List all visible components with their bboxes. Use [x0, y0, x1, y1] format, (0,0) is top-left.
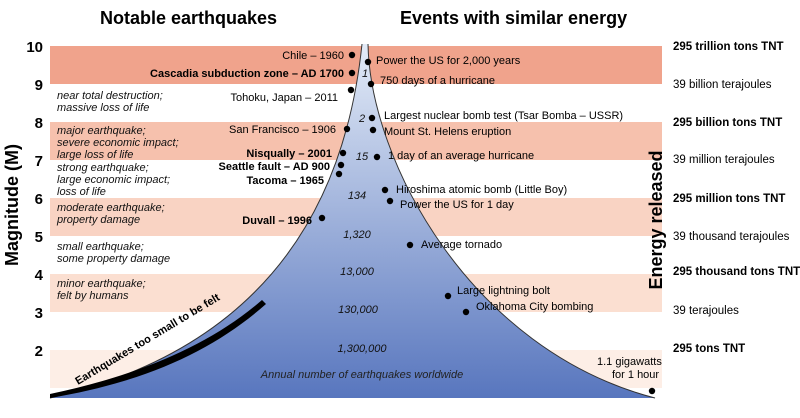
severity-description-line: loss of life — [57, 186, 106, 198]
energy-axis-label: Energy released — [646, 150, 666, 289]
magnitude-ticks: 2 3 4 5 6 7 8 9 10 — [26, 39, 43, 360]
severity-description-line: felt by humans — [57, 290, 129, 302]
earthquake-label: Tohoku, Japan – 2011 — [231, 92, 338, 104]
energy-scale-label: 295 thousand tons TNT — [673, 266, 800, 278]
notable-earthquakes: Chile – 1960 Cascadia subduction zone – A… — [150, 50, 356, 227]
magnitude-tick: 6 — [35, 191, 43, 208]
annual-count: 15 — [356, 151, 369, 163]
energy-event-label: 1.1 gigawatts for 1 hour — [597, 356, 662, 381]
magnitude-tick: 7 — [35, 153, 43, 170]
annual-count: 1,300,000 — [338, 343, 388, 355]
energy-event-label: Mount St. Helens eruption — [384, 126, 511, 138]
energy-event-label: 750 days of a hurricane — [380, 75, 495, 87]
earthquake-dot — [318, 214, 326, 222]
magnitude-tick: 3 — [35, 305, 43, 322]
severity-description-line: moderate earthquake; — [57, 202, 165, 214]
energy-event-dot — [406, 241, 414, 249]
earthquake-dot — [337, 161, 345, 169]
energy-event-label: Largest nuclear bomb test (Tsar Bomba – … — [384, 110, 623, 122]
severity-description-line: strong earthquake; — [57, 162, 149, 174]
energy-event-dot — [367, 80, 375, 88]
severity-description-line: large economic impact; — [57, 174, 170, 186]
energy-event-dot — [364, 58, 372, 66]
energy-event-dot — [386, 197, 394, 205]
right-header: Events with similar energy — [400, 8, 627, 28]
annual-count-caption: Annual number of earthquakes worldwide — [260, 369, 463, 381]
energy-scale-label: 295 tons TNT — [673, 343, 745, 355]
severity-description-line: massive loss of life — [57, 102, 149, 114]
energy-event-dot — [381, 186, 389, 194]
annual-count: 13,000 — [340, 266, 375, 278]
earthquake-label: Tacoma – 1965 — [247, 175, 324, 187]
energy-scale-label: 295 trillion tons TNT — [673, 41, 784, 53]
earthquake-dot — [348, 69, 356, 77]
energy-event-label: Oklahoma City bombing — [476, 301, 593, 313]
earthquake-label: Cascadia subduction zone – AD 1700 — [150, 68, 344, 80]
energy-event-label: Power the US for 1 day — [400, 199, 514, 211]
magnitude-tick: 8 — [35, 115, 43, 132]
earthquake-dot — [339, 149, 347, 157]
annual-count: 1 — [362, 68, 368, 80]
severity-description-line: property damage — [56, 214, 140, 226]
annual-counts: 1 2 15 134 1,320 13,000 130,000 1,300,000 — [338, 68, 388, 355]
energy-scale-label: 295 billion tons TNT — [673, 117, 782, 129]
energy-event-label: Average tornado — [421, 239, 502, 251]
energy-event-dot — [373, 153, 381, 161]
earthquake-label: Chile – 1960 — [282, 50, 344, 62]
energy-event-dot — [648, 387, 656, 395]
energy-scale-label: 39 thousand terajoules — [673, 231, 790, 243]
earthquake-dot — [335, 170, 343, 178]
earthquake-label: San Francisco – 1906 — [229, 124, 336, 136]
severity-description-line: some property damage — [57, 253, 170, 265]
energy-event-dot — [444, 292, 452, 300]
left-header: Notable earthquakes — [100, 8, 277, 28]
magnitude-tick: 4 — [35, 267, 44, 284]
energy-event-label: 1 day of an average hurricane — [388, 150, 534, 162]
earthquake-label: Duvall – 1996 — [242, 215, 312, 227]
annual-count: 134 — [348, 190, 366, 202]
energy-scale-label: 295 million tons TNT — [673, 193, 785, 205]
energy-labels: 295 trillion tons TNT 39 billion terajoul… — [673, 41, 800, 355]
earthquake-dot — [347, 86, 355, 94]
energy-event-dot — [368, 114, 376, 122]
funnel-left-edge — [49, 43, 363, 399]
severity-description-line: minor earthquake; — [57, 278, 146, 290]
severity-description-line: small earthquake; — [57, 241, 144, 253]
magnitude-tick: 10 — [26, 39, 43, 56]
earthquake-label: Nisqually – 2001 — [246, 148, 332, 160]
similar-energy-events: Power the US for 2,000 years 750 days of … — [364, 55, 662, 395]
magnitude-tick: 2 — [35, 343, 43, 360]
earthquake-dot — [348, 51, 356, 59]
severity-description-line: major earthquake; — [57, 125, 146, 137]
annual-count: 2 — [358, 113, 365, 125]
energy-scale-label: 39 million terajoules — [673, 154, 775, 166]
severity-description-line: severe economic impact; — [57, 137, 179, 149]
earthquake-frequency-funnel — [50, 44, 655, 398]
magnitude-tick: 9 — [35, 77, 43, 94]
magnitude-tick: 5 — [35, 229, 43, 246]
magnitude-axis-label: Magnitude (M) — [2, 144, 22, 266]
band-m10-m9 — [50, 46, 662, 84]
energy-scale-label: 39 terajoules — [673, 305, 739, 317]
earthquake-dot — [343, 125, 351, 133]
energy-event-label: Large lightning bolt — [457, 285, 550, 297]
energy-event-dot — [369, 126, 377, 134]
annual-count: 130,000 — [338, 304, 379, 316]
energy-event-label: Power the US for 2,000 years — [376, 55, 521, 67]
funnel-right-edge — [367, 43, 656, 399]
annual-count: 1,320 — [343, 229, 371, 241]
earthquake-label: Seattle fault – AD 900 — [219, 161, 330, 173]
energy-event-dot — [462, 308, 470, 316]
energy-event-label: Hiroshima atomic bomb (Little Boy) — [396, 184, 567, 196]
energy-scale-label: 39 billion terajoules — [673, 79, 772, 91]
severity-description-line: near total destruction; — [57, 90, 163, 102]
severity-descriptions: near total destruction;massive loss of l… — [56, 90, 179, 302]
severity-description-line: large loss of life — [57, 149, 133, 161]
